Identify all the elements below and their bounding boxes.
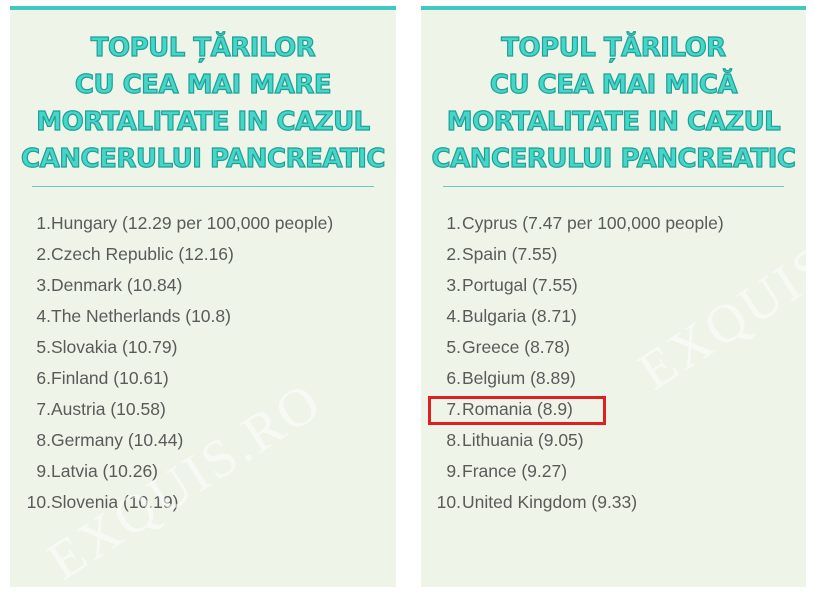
item-number: 10. [436, 492, 461, 512]
list-item: 2. Spain (7.55) [421, 239, 806, 270]
title-line: CU CEA MAI MARE [74, 69, 332, 100]
item-number: 9. [36, 461, 51, 481]
item-number: 1. [36, 213, 51, 233]
item-text: Latvia (10.26) [51, 461, 159, 481]
item-number: 9. [446, 461, 461, 481]
item-number: 2. [36, 244, 51, 264]
item-text: Greece (8.78) [462, 337, 570, 357]
item-number: 7. [446, 399, 461, 419]
right-panel: TOPUL ȚĂRILOR CU CEA MAI MICĂ MORTALITAT… [421, 6, 806, 587]
item-text: France (9.27) [462, 461, 568, 481]
item-text: Slovenia (10.19) [51, 492, 179, 512]
right-panel-title: TOPUL ȚĂRILOR CU CEA MAI MICĂ MORTALITAT… [421, 30, 806, 178]
list-item-highlighted: 7. Romania (8.9) [421, 394, 806, 425]
list-item: 8. Lithuania (9.05) [421, 425, 806, 456]
list-item: 1. Hungary (12.29 per 100,000 people) [10, 208, 396, 239]
left-panel-title: TOPUL ȚĂRILOR CU CEA MAI MARE MORTALITAT… [10, 30, 396, 178]
item-number: 3. [36, 275, 51, 295]
title-line: CU CEA MAI MICĂ [489, 69, 738, 100]
list-item: 7. Austria (10.58) [10, 394, 396, 425]
title-line: TOPUL ȚĂRILOR [501, 32, 727, 63]
item-text: Belgium (8.89) [462, 368, 576, 388]
title-line: CANCERULUI PANCREATIC [20, 143, 386, 174]
item-number: 5. [36, 337, 51, 357]
title-divider [32, 186, 374, 187]
list-item: 9. France (9.27) [421, 456, 806, 487]
item-text: Finland (10.61) [51, 368, 169, 388]
list-item: 6. Belgium (8.89) [421, 363, 806, 394]
highlight-box [428, 396, 606, 425]
lowest-mortality-list: 1. Cyprus (7.47 per 100,000 people) 2. Spa… [421, 208, 806, 518]
list-item: 2. Czech Republic (12.16) [10, 239, 396, 270]
item-number: 8. [36, 430, 51, 450]
item-number: 4. [36, 306, 51, 326]
item-text: Germany (10.44) [51, 430, 184, 450]
item-text: Lithuania (9.05) [462, 430, 584, 450]
item-number: 8. [446, 430, 461, 450]
highest-mortality-list: 1. Hungary (12.29 per 100,000 people) 2. C… [10, 208, 396, 518]
title-line: MORTALITATE IN CAZUL [446, 106, 781, 137]
item-text: Portugal (7.55) [462, 275, 578, 295]
item-text: Austria (10.58) [51, 399, 166, 419]
item-text: Slovakia (10.79) [51, 337, 178, 357]
list-item: 3. Denmark (10.84) [10, 270, 396, 301]
title-line: TOPUL ȚĂRILOR [90, 32, 316, 63]
item-text: Denmark (10.84) [51, 275, 183, 295]
item-number: 7. [36, 399, 51, 419]
list-item: 4. The Netherlands (10.8) [10, 301, 396, 332]
item-number: 3. [446, 275, 461, 295]
list-item: 10. Slovenia (10.19) [10, 487, 396, 518]
list-item: 5. Greece (8.78) [421, 332, 806, 363]
item-text: Romania (8.9) [462, 399, 573, 419]
list-item: 1. Cyprus (7.47 per 100,000 people) [421, 208, 806, 239]
item-text: Cyprus (7.47 per 100,000 people) [462, 213, 724, 233]
list-item: 9. Latvia (10.26) [10, 456, 396, 487]
list-item: 10. United Kingdom (9.33) [421, 487, 806, 518]
item-text: Czech Republic (12.16) [51, 244, 234, 264]
item-number: 1. [446, 213, 461, 233]
list-item: 6. Finland (10.61) [10, 363, 396, 394]
list-item: 3. Portugal (7.55) [421, 270, 806, 301]
list-item: 4. Bulgaria (8.71) [421, 301, 806, 332]
list-item: 5. Slovakia (10.79) [10, 332, 396, 363]
item-text: Spain (7.55) [462, 244, 558, 264]
list-item: 8. Germany (10.44) [10, 425, 396, 456]
item-text: The Netherlands (10.8) [51, 306, 231, 326]
item-number: 10. [26, 492, 51, 512]
item-number: 5. [446, 337, 461, 357]
item-number: 6. [446, 368, 461, 388]
item-number: 6. [36, 368, 51, 388]
title-line: CANCERULUI PANCREATIC [431, 143, 797, 174]
item-text: United Kingdom (9.33) [462, 492, 638, 512]
item-number: 4. [446, 306, 461, 326]
title-line: MORTALITATE IN CAZUL [36, 106, 371, 137]
left-panel: TOPUL ȚĂRILOR CU CEA MAI MARE MORTALITAT… [10, 6, 396, 587]
item-text: Hungary (12.29 per 100,000 people) [51, 213, 334, 233]
item-text: Bulgaria (8.71) [462, 306, 577, 326]
item-number: 2. [446, 244, 461, 264]
title-divider [443, 186, 784, 187]
